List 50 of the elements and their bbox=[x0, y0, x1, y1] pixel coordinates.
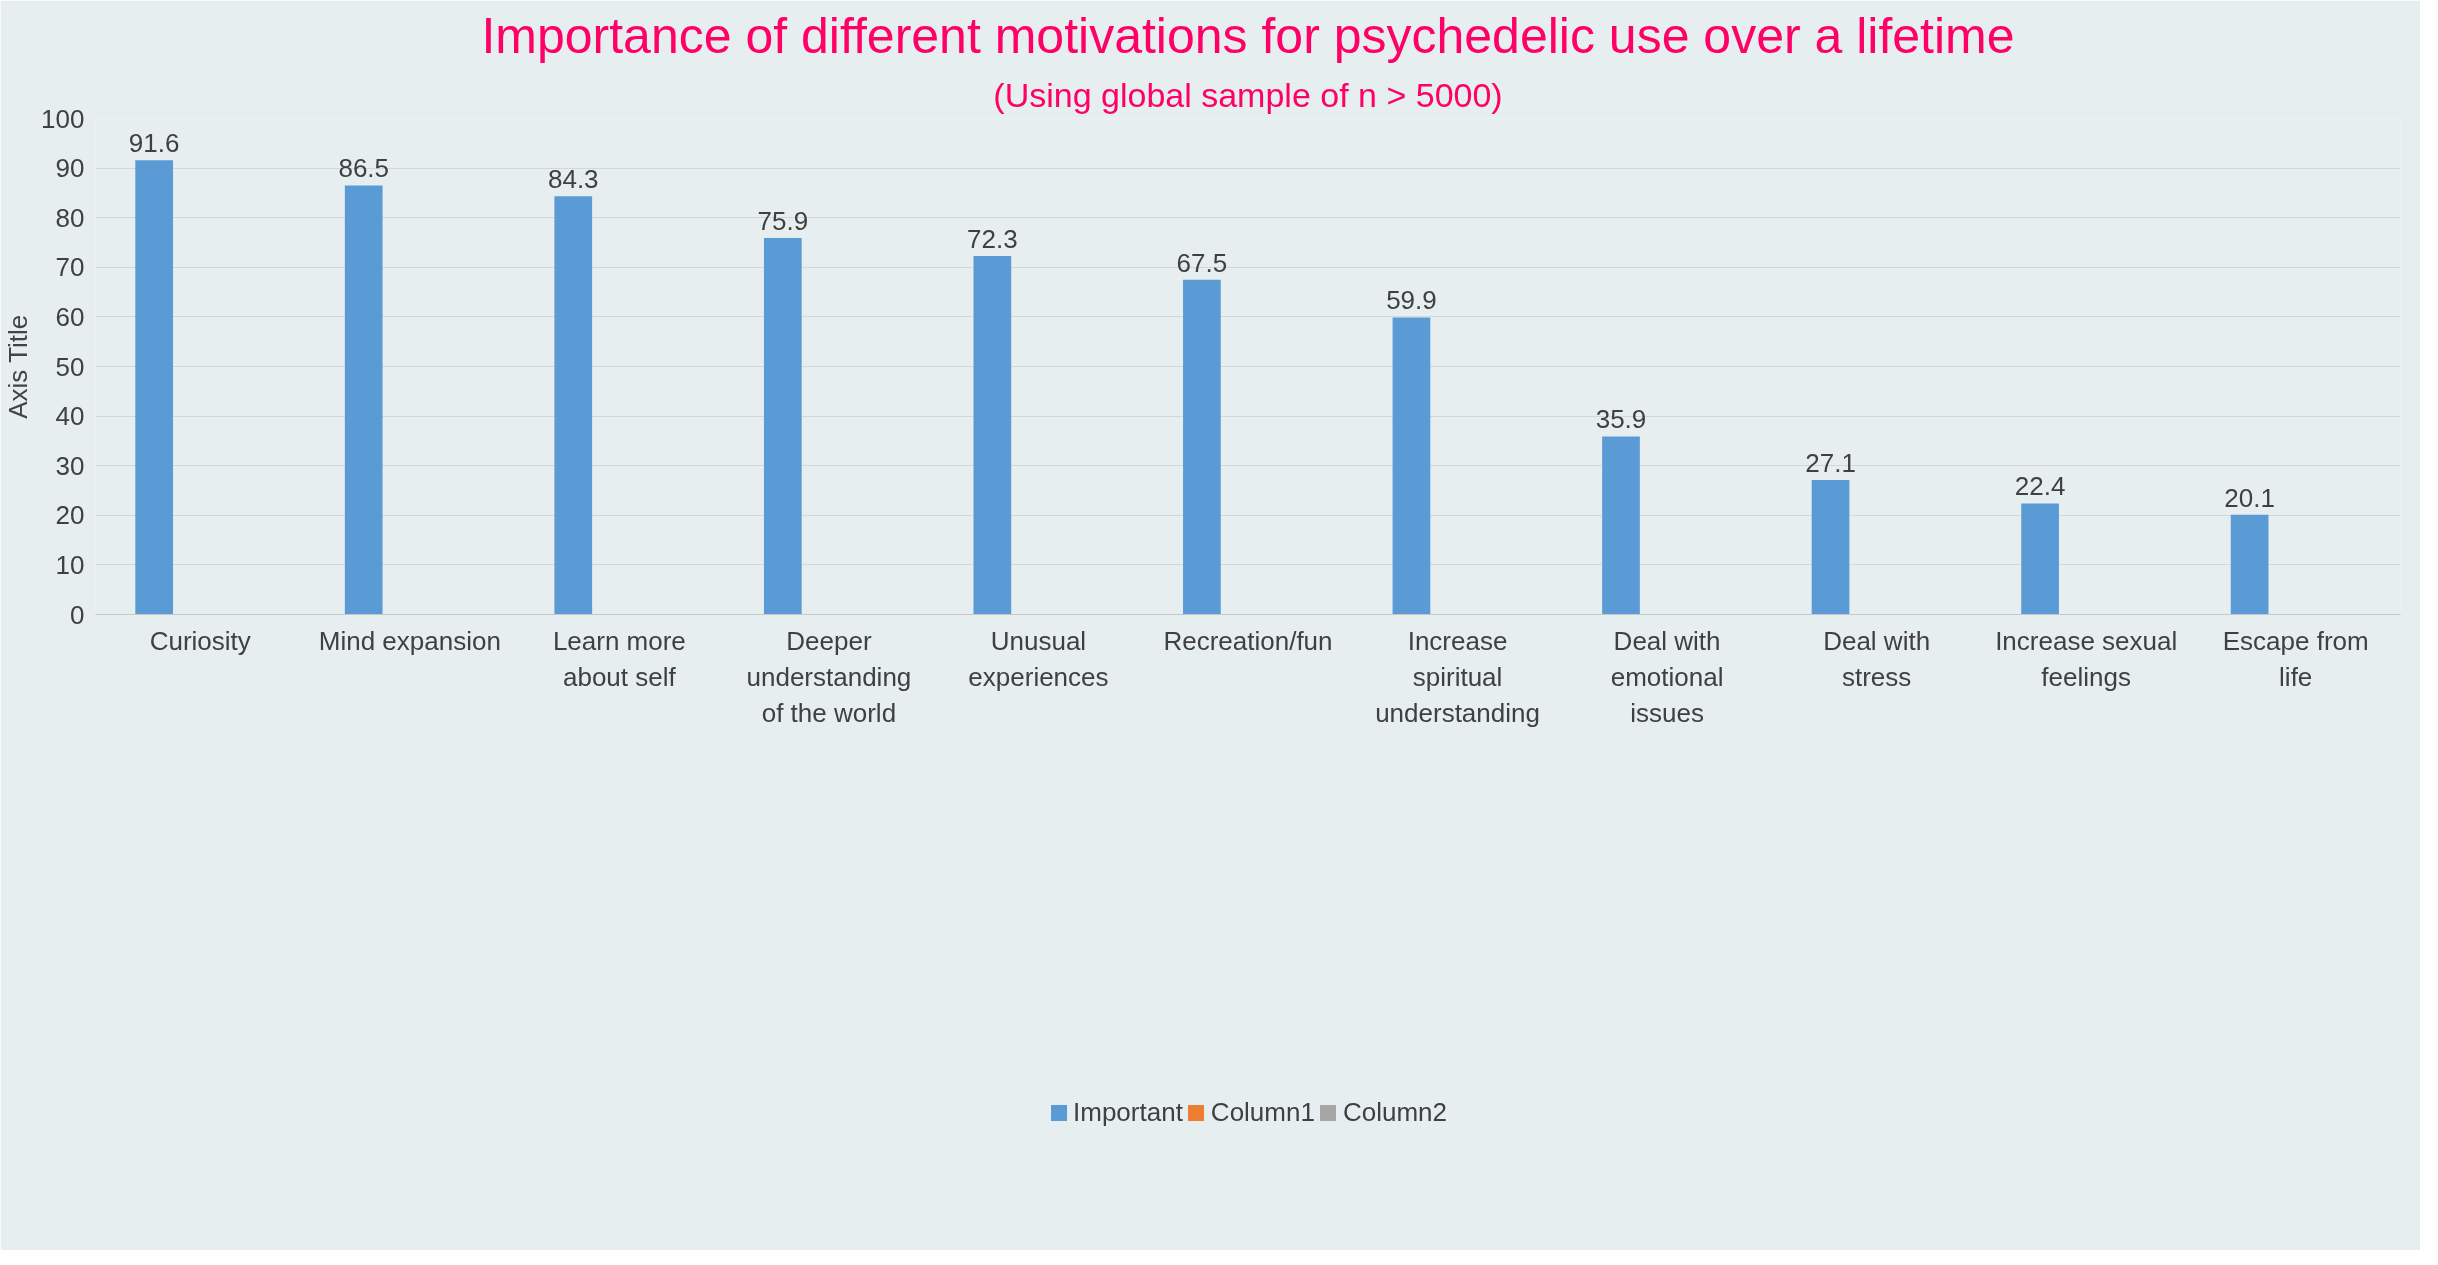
x-tick-label: Mind expansion bbox=[318, 625, 501, 656]
data-label: 35.9 bbox=[1595, 404, 1647, 435]
y-tick-label: 70 bbox=[55, 252, 85, 283]
x-tick-label: Learn more about self bbox=[552, 625, 686, 692]
bar bbox=[1811, 480, 1850, 615]
bar bbox=[2230, 514, 2269, 615]
data-label: 20.1 bbox=[2224, 482, 2275, 513]
x-tick-label: Deal with stress bbox=[1823, 625, 1931, 692]
y-tick-label: 100 bbox=[41, 103, 85, 134]
data-label: 22.4 bbox=[2014, 471, 2066, 502]
data-label: 27.1 bbox=[1805, 448, 1856, 479]
data-label: 59.9 bbox=[1386, 285, 1437, 316]
bar bbox=[763, 238, 802, 615]
legend-label: Column2 bbox=[1342, 1096, 1447, 1128]
data-label: 67.5 bbox=[1176, 247, 1228, 278]
x-tick-label: Unusual experiences bbox=[968, 625, 1109, 692]
bar bbox=[1392, 317, 1431, 615]
bar bbox=[1183, 279, 1221, 615]
bar bbox=[135, 160, 174, 615]
y-tick-label: 40 bbox=[55, 401, 85, 432]
bar bbox=[554, 196, 593, 615]
x-tick-label: Curiosity bbox=[149, 625, 251, 656]
data-label: 86.5 bbox=[338, 153, 390, 184]
bar bbox=[1602, 436, 1640, 615]
bar bbox=[973, 255, 1012, 615]
chart-title: Importance of different motivations for psychedelic use over a lifetime bbox=[481, 7, 2015, 64]
chart-subtitle: (Using global sample of n > 5000) bbox=[993, 75, 1503, 114]
data-label: 91.6 bbox=[128, 128, 180, 159]
y-tick-label: 60 bbox=[55, 301, 85, 332]
x-tick-label: Deal with emotional issues bbox=[1610, 625, 1724, 728]
legend-label: Important bbox=[1073, 1096, 1183, 1128]
y-tick-label: 10 bbox=[55, 549, 85, 580]
x-tick-label: Recreation/fun bbox=[1163, 625, 1333, 656]
x-tick-label: Increase spiritual understanding bbox=[1375, 625, 1540, 728]
x-tick-label: Increase sexual feelings bbox=[1995, 625, 2178, 692]
bar bbox=[2021, 503, 2059, 615]
data-label: 84.3 bbox=[547, 164, 599, 195]
y-tick-label: 50 bbox=[55, 351, 85, 382]
y-tick-label: 0 bbox=[70, 599, 85, 630]
y-tick-label: 20 bbox=[55, 500, 85, 531]
y-tick-label: 30 bbox=[55, 450, 85, 481]
y-tick-label: 90 bbox=[55, 153, 85, 184]
data-label: 75.9 bbox=[757, 206, 809, 237]
x-tick-label: Deeper understanding of the world bbox=[746, 625, 912, 728]
legend-label: Column1 bbox=[1210, 1096, 1315, 1128]
y-tick-label: 80 bbox=[55, 202, 85, 233]
bar bbox=[344, 185, 383, 615]
y-axis-title: Axis Title bbox=[3, 314, 34, 419]
data-label: 72.3 bbox=[967, 223, 1018, 254]
x-tick-label: Escape from life bbox=[2222, 625, 2369, 692]
